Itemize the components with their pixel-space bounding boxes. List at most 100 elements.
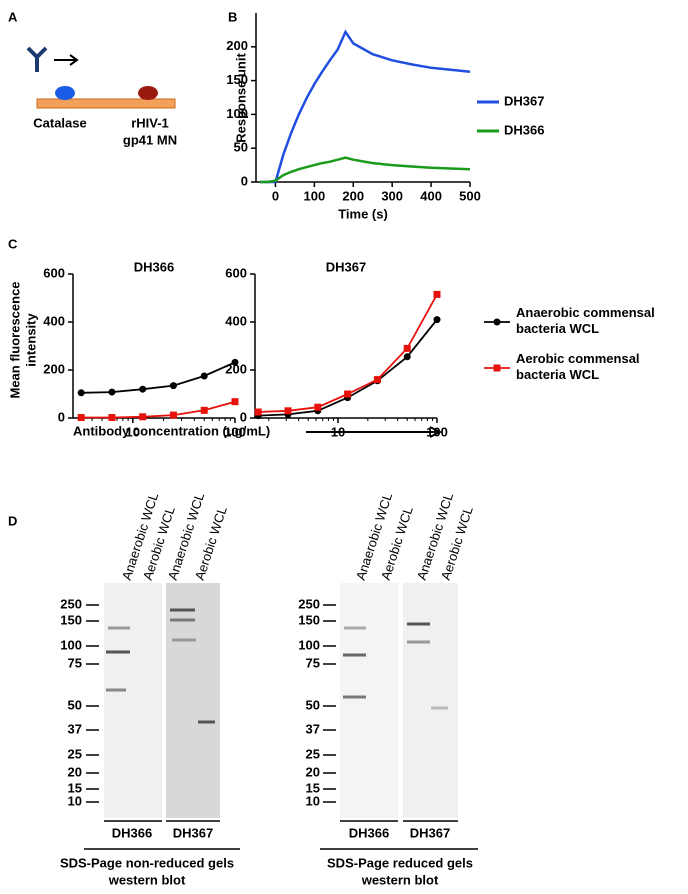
point: [403, 353, 411, 361]
band: [431, 706, 448, 710]
antibody-icon: [26, 46, 48, 72]
legend-marker: [493, 318, 501, 326]
band: [344, 626, 366, 630]
series-line: [259, 156, 471, 184]
point: [433, 290, 441, 298]
y-tick-label: 400: [225, 313, 247, 328]
point: [169, 411, 177, 419]
x-tick-label: 400: [420, 188, 442, 203]
point: [108, 388, 116, 396]
y-tick-label: 600: [225, 265, 247, 280]
band: [106, 650, 130, 654]
antibody-label: DH367: [410, 825, 450, 840]
band: [407, 640, 430, 644]
y-tick-label: 50: [234, 140, 248, 155]
y-tick-label: 600: [43, 265, 65, 280]
y-tick-label: 100: [226, 106, 248, 121]
point: [139, 385, 147, 393]
gel: [166, 583, 220, 818]
point: [231, 398, 239, 406]
point: [200, 372, 208, 380]
marker-label: 250: [60, 596, 82, 611]
panel-label: A: [8, 9, 18, 24]
label: Catalase: [33, 115, 86, 130]
x-tick-label: 10: [126, 424, 140, 439]
point: [403, 344, 411, 352]
y-tick-label: 200: [225, 361, 247, 376]
marker-label: 15: [306, 780, 320, 795]
legend-label: Anaerobic commensal bacteria WCL: [516, 305, 655, 336]
marker-label: 50: [68, 697, 82, 712]
y-tick-label: 400: [43, 313, 65, 328]
point: [77, 389, 85, 397]
marker-label: 25: [68, 746, 82, 761]
marker-label: 100: [298, 637, 320, 652]
point: [314, 403, 322, 411]
marker-label: 37: [68, 721, 82, 736]
x-tick-label: 500: [459, 188, 481, 203]
point: [373, 376, 381, 384]
caption: SDS-Page reduced gels: [327, 855, 473, 870]
y-axis-label: Mean fluorescence: [7, 281, 22, 398]
marker-label: 75: [68, 655, 82, 670]
caption: SDS-Page non-reduced gels: [60, 855, 234, 870]
marker-label: 25: [306, 746, 320, 761]
legend-label: Aerobic commensal bacteria WCL: [516, 351, 640, 382]
antibody-label: DH367: [173, 825, 213, 840]
x-tick-label: 100: [224, 424, 246, 439]
band: [343, 695, 366, 699]
marker-label: 50: [306, 697, 320, 712]
band: [407, 622, 430, 626]
series-line: [81, 400, 236, 419]
series-line: [259, 29, 471, 184]
point: [108, 414, 116, 422]
marker-label: 75: [306, 655, 320, 670]
chart-title: DH367: [326, 259, 366, 274]
antibody-diagram: Catalase rHIV-1 gp41 MN: [26, 46, 177, 147]
surface: [36, 98, 176, 109]
gel: [104, 583, 162, 818]
point: [254, 408, 262, 416]
band: [343, 653, 366, 657]
point: [284, 407, 292, 415]
marker-label: 100: [60, 637, 82, 652]
y-tick-label: 0: [241, 173, 248, 188]
label: gp41 MN: [123, 132, 177, 147]
antibody-label: DH366: [349, 825, 389, 840]
caption: western blot: [108, 872, 186, 887]
marker-label: 10: [68, 793, 82, 808]
arrow: [54, 54, 79, 66]
y-axis-label: intensity: [23, 313, 38, 367]
gel: [403, 583, 458, 818]
marker-label: 37: [306, 721, 320, 736]
y-tick-label: 200: [226, 38, 248, 53]
panel-label: D: [8, 513, 17, 528]
x-tick-label: 0: [272, 188, 279, 203]
band: [106, 688, 126, 692]
marker-label: 10: [306, 793, 320, 808]
axis-arrow: [306, 426, 443, 438]
legend-marker: [493, 364, 501, 372]
chart-title: DH366: [134, 259, 174, 274]
marker-label: 250: [298, 596, 320, 611]
gel: [340, 583, 398, 818]
y-tick-label: 150: [226, 72, 248, 87]
point: [344, 390, 352, 398]
marker-label: 15: [68, 780, 82, 795]
y-tick-label: 0: [58, 409, 65, 424]
label: rHIV-1: [131, 115, 169, 130]
y-tick-label: 0: [240, 409, 247, 424]
series-line: [81, 361, 236, 394]
point: [169, 382, 177, 390]
legend-label: DH366: [504, 122, 544, 137]
marker-label: 150: [298, 612, 320, 627]
x-tick-label: 100: [304, 188, 326, 203]
band: [172, 638, 196, 642]
catalase: [55, 86, 75, 100]
y-axis-label: Response unit: [233, 53, 248, 143]
marker-label: 20: [68, 764, 82, 779]
band: [198, 720, 215, 724]
caption: western blot: [361, 872, 439, 887]
panel-label: B: [228, 9, 237, 24]
